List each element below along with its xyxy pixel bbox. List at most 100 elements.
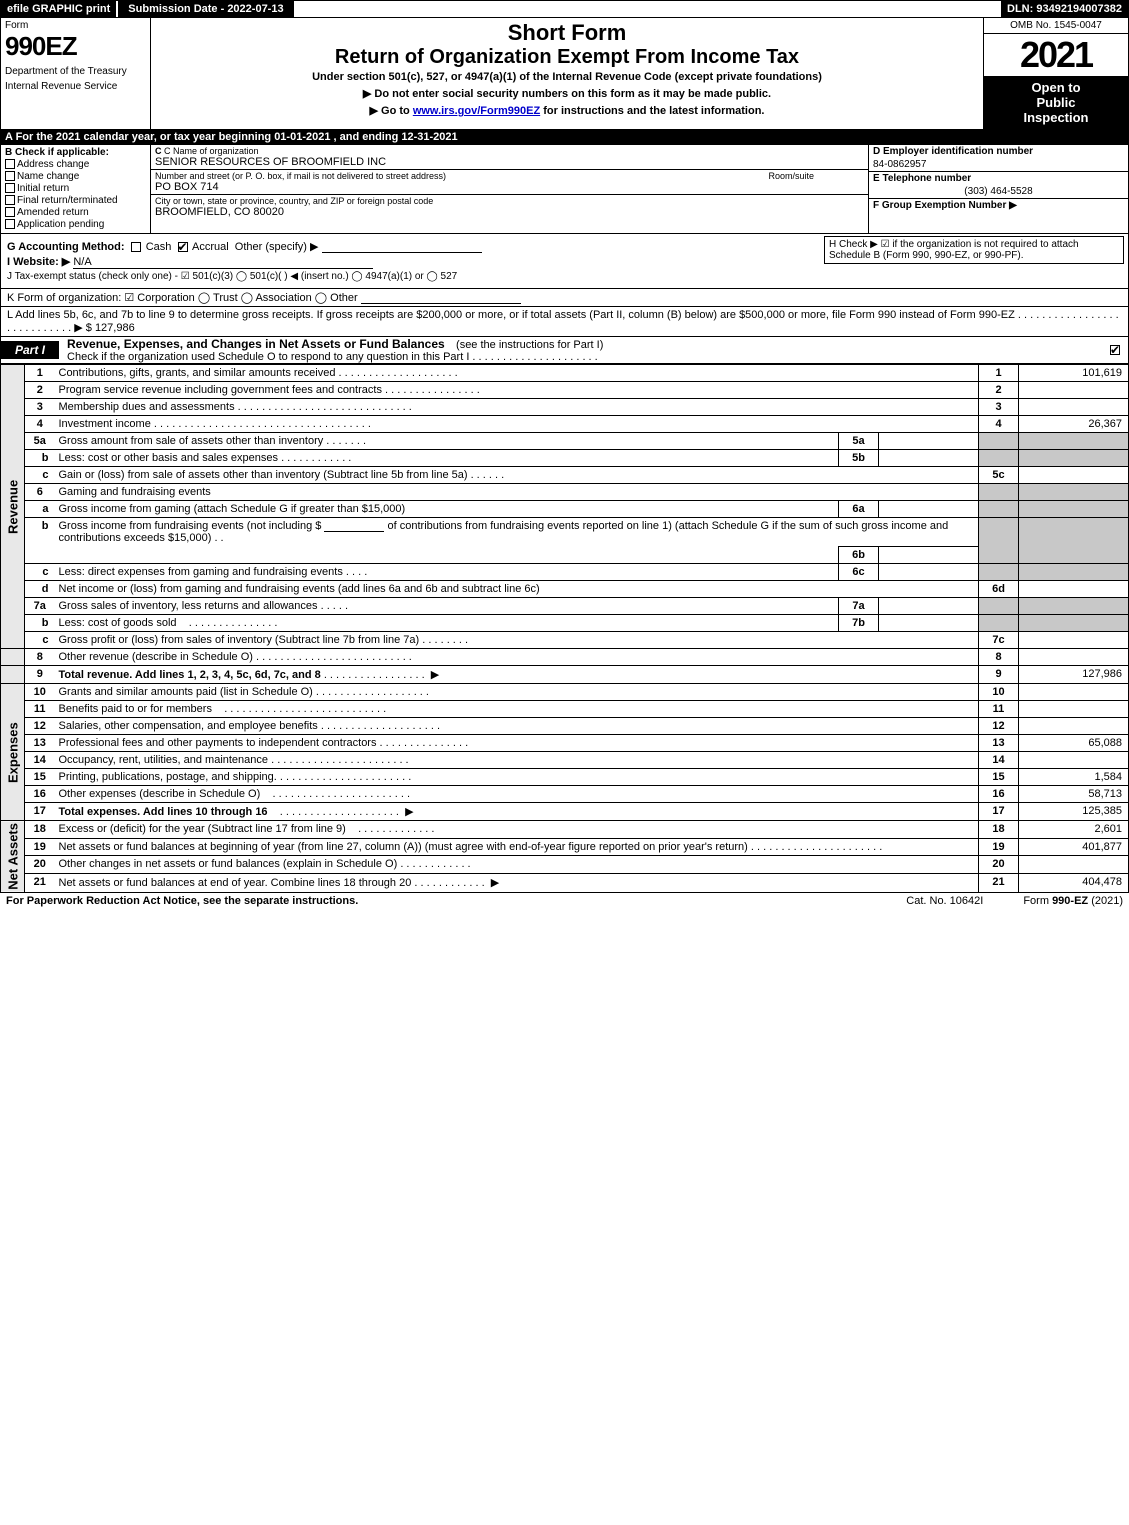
side-revenue: Revenue: [1, 365, 25, 649]
line-5b-grey2: [1019, 450, 1129, 467]
line-3-ref: 3: [979, 399, 1019, 416]
other-org-blank: [361, 292, 521, 304]
line-7a-no: 7a: [25, 598, 55, 615]
line-10-no: 10: [25, 684, 55, 701]
line-2-amt: [1019, 382, 1129, 399]
line-6b-no: b: [25, 518, 55, 564]
line-6-desc: Gaming and fundraising events: [55, 484, 979, 501]
line-4-desc: Investment income . . . . . . . . . . . …: [55, 416, 979, 433]
line-20-ref: 20: [979, 856, 1019, 874]
line-1-no: 1: [25, 365, 55, 382]
line-7c-desc: Gross profit or (loss) from sales of inv…: [55, 632, 979, 649]
line-11-amt: [1019, 701, 1129, 718]
line-14-desc: Occupancy, rent, utilities, and maintena…: [55, 752, 979, 769]
line-7b-no: b: [25, 615, 55, 632]
chk-accrual[interactable]: [178, 242, 188, 252]
dept-irs: Internal Revenue Service: [5, 81, 146, 92]
open-1: Open to: [986, 80, 1126, 95]
line-7c-ref: 7c: [979, 632, 1019, 649]
line-12-ref: 12: [979, 718, 1019, 735]
line-6a-grey2: [1019, 501, 1129, 518]
website-value: N/A: [73, 256, 373, 269]
line-9-desc: Total revenue. Add lines 1, 2, 3, 4, 5c,…: [55, 666, 979, 684]
chk-application-pending[interactable]: Application pending: [5, 219, 146, 230]
line-13-ref: 13: [979, 735, 1019, 752]
line-7b-subval: [879, 615, 979, 632]
line-11-ref: 11: [979, 701, 1019, 718]
irs-link[interactable]: www.irs.gov/Form990EZ: [413, 105, 540, 117]
line-19-ref: 19: [979, 838, 1019, 856]
efile-print-label[interactable]: efile GRAPHIC print: [1, 1, 118, 17]
line-8-amt: [1019, 649, 1129, 666]
line-15-no: 15: [25, 769, 55, 786]
line-17-amt: 125,385: [1019, 803, 1129, 821]
line-6a-sub: 6a: [839, 501, 879, 518]
open-to-public: Open to Public Inspection: [984, 76, 1128, 129]
line-4-no: 4: [25, 416, 55, 433]
instr2-pre: ▶ Go to: [370, 105, 413, 117]
line-16-ref: 16: [979, 786, 1019, 803]
form-center: Short Form Return of Organization Exempt…: [151, 18, 983, 129]
line-21-ref: 21: [979, 873, 1019, 892]
line-18-desc: Excess or (deficit) for the year (Subtra…: [55, 821, 979, 839]
e-phone-value: (303) 464-5528: [869, 185, 1128, 198]
line-19-desc: Net assets or fund balances at beginning…: [55, 838, 979, 856]
part-i-title: Revenue, Expenses, and Changes in Net As…: [59, 337, 448, 351]
chk-name-change[interactable]: Name change: [5, 171, 146, 182]
line-5a-grey2: [1019, 433, 1129, 450]
open-2: Public: [986, 95, 1126, 110]
chk-final-return[interactable]: Final return/terminated: [5, 195, 146, 206]
line-12-amt: [1019, 718, 1129, 735]
line-5b-desc: Less: cost or other basis and sales expe…: [55, 450, 839, 467]
line-6d-desc: Net income or (loss) from gaming and fun…: [55, 581, 979, 598]
line-7a-subval: [879, 598, 979, 615]
line-9-no: 9: [25, 666, 55, 684]
section-j: J Tax-exempt status (check only one) - ☑…: [7, 271, 1122, 282]
line-21-no: 21: [25, 873, 55, 892]
line-20-no: 20: [25, 856, 55, 874]
form-number: 990EZ: [5, 31, 146, 62]
line-7c-no: c: [25, 632, 55, 649]
other-method-blank: [322, 241, 482, 253]
line-6d-ref: 6d: [979, 581, 1019, 598]
line-13-amt: 65,088: [1019, 735, 1129, 752]
line-7b-grey2: [1019, 615, 1129, 632]
line-6d-amt: [1019, 581, 1129, 598]
line-6b-grey2: [1019, 518, 1129, 564]
line-14-ref: 14: [979, 752, 1019, 769]
chk-amended-return[interactable]: Amended return: [5, 207, 146, 218]
line-3-desc: Membership dues and assessments . . . . …: [55, 399, 979, 416]
c-name-label: C C Name of organization: [155, 146, 864, 156]
section-b-label: B Check if applicable:: [5, 147, 146, 158]
submission-date: Submission Date - 2022-07-13: [118, 1, 293, 17]
line-7a-sub: 7a: [839, 598, 879, 615]
line-18-ref: 18: [979, 821, 1019, 839]
under-section-text: Under section 501(c), 527, or 4947(a)(1)…: [157, 71, 977, 83]
section-h: H Check ▶ ☑ if the organization is not r…: [824, 236, 1124, 264]
chk-cash[interactable]: [131, 242, 141, 252]
line-6b-sub: 6b: [839, 547, 879, 564]
d-ein-label: D Employer identification number: [869, 145, 1128, 158]
line-6c-grey1: [979, 564, 1019, 581]
form-word: Form: [5, 20, 146, 31]
line-10-amt: [1019, 684, 1129, 701]
chk-initial-return[interactable]: Initial return: [5, 183, 146, 194]
section-ghij: H Check ▶ ☑ if the organization is not r…: [0, 234, 1129, 289]
line-5a-desc: Gross amount from sale of assets other t…: [55, 433, 839, 450]
line-7b-sub: 7b: [839, 615, 879, 632]
line-9-amt: 127,986: [1019, 666, 1129, 684]
line-13-desc: Professional fees and other payments to …: [55, 735, 979, 752]
line-14-no: 14: [25, 752, 55, 769]
line-6b-grey1: [979, 518, 1019, 564]
line-5a-sub: 5a: [839, 433, 879, 450]
line-19-amt: 401,877: [1019, 838, 1129, 856]
section-k: K Form of organization: ☑ Corporation ◯ …: [0, 289, 1129, 307]
line-10-desc: Grants and similar amounts paid (list in…: [55, 684, 979, 701]
part-i-checkbox[interactable]: [1110, 344, 1122, 356]
part-i-table: Revenue 1 Contributions, gifts, grants, …: [0, 364, 1129, 893]
dln: DLN: 93492194007382: [1001, 1, 1128, 17]
line-7a-grey1: [979, 598, 1019, 615]
chk-address-change[interactable]: Address change: [5, 159, 146, 170]
line-6c-desc: Less: direct expenses from gaming and fu…: [55, 564, 839, 581]
f-group-label: F Group Exemption Number ▶: [869, 198, 1128, 212]
